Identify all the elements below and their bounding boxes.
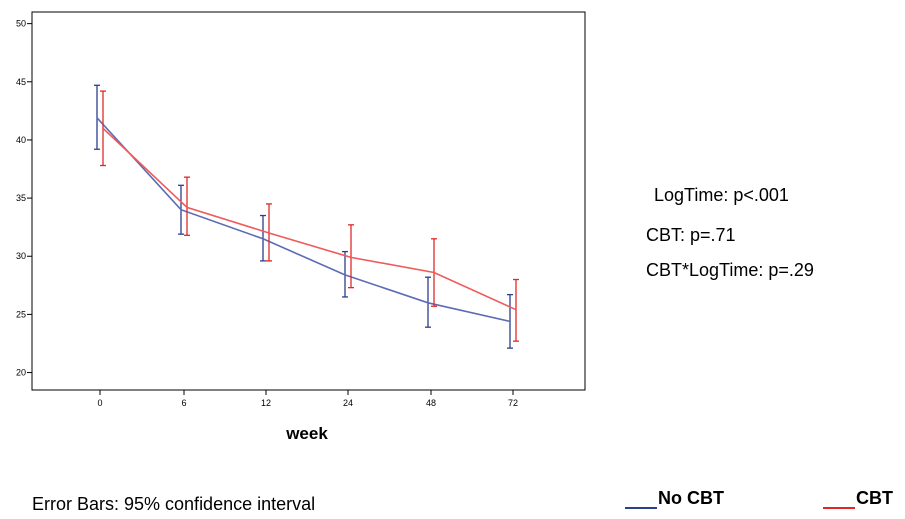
x-tick-label: 6	[181, 398, 186, 408]
plot-frame	[31, 11, 586, 391]
error-bar-cbt	[348, 224, 354, 289]
stat-logtime: LogTime: p<.001	[654, 185, 789, 205]
x-tick-label: 72	[508, 398, 518, 408]
stat-cbt: CBT: p=.71	[646, 225, 736, 245]
error-bars-footnote: Error Bars: 95% confidence interval	[32, 494, 316, 514]
x-axis: 0 6 12 24 48 72	[97, 390, 518, 408]
legend-label-no-cbt: No CBT	[658, 488, 724, 508]
error-bar-cbt	[513, 278, 519, 342]
x-axis-label: week	[285, 424, 328, 443]
series-layer	[94, 84, 519, 349]
series-line-cbt	[102, 127, 517, 311]
y-axis: 20 25 30 35 40 45 50	[16, 19, 32, 378]
x-tick-label: 48	[426, 398, 436, 408]
y-tick-label: 50	[16, 19, 26, 29]
x-tick-label: 12	[261, 398, 271, 408]
x-tick-label: 24	[343, 398, 353, 408]
series-line-no-cbt	[96, 117, 511, 323]
y-tick-label: 30	[16, 251, 26, 261]
stat-interaction: CBT*LogTime: p=.29	[646, 260, 814, 280]
error-bar-no-cbt	[94, 84, 100, 150]
legend-label-cbt: CBT	[856, 488, 893, 508]
error-bar-cbt	[184, 176, 190, 236]
y-tick-label: 45	[16, 77, 26, 87]
y-tick-label: 20	[16, 368, 26, 378]
y-tick-label: 40	[16, 135, 26, 145]
legend-swatch-cbt	[823, 507, 855, 509]
y-tick-label: 35	[16, 193, 26, 203]
legend-swatch-no-cbt	[625, 507, 657, 509]
y-tick-label: 25	[16, 309, 26, 319]
x-tick-label: 0	[97, 398, 102, 408]
